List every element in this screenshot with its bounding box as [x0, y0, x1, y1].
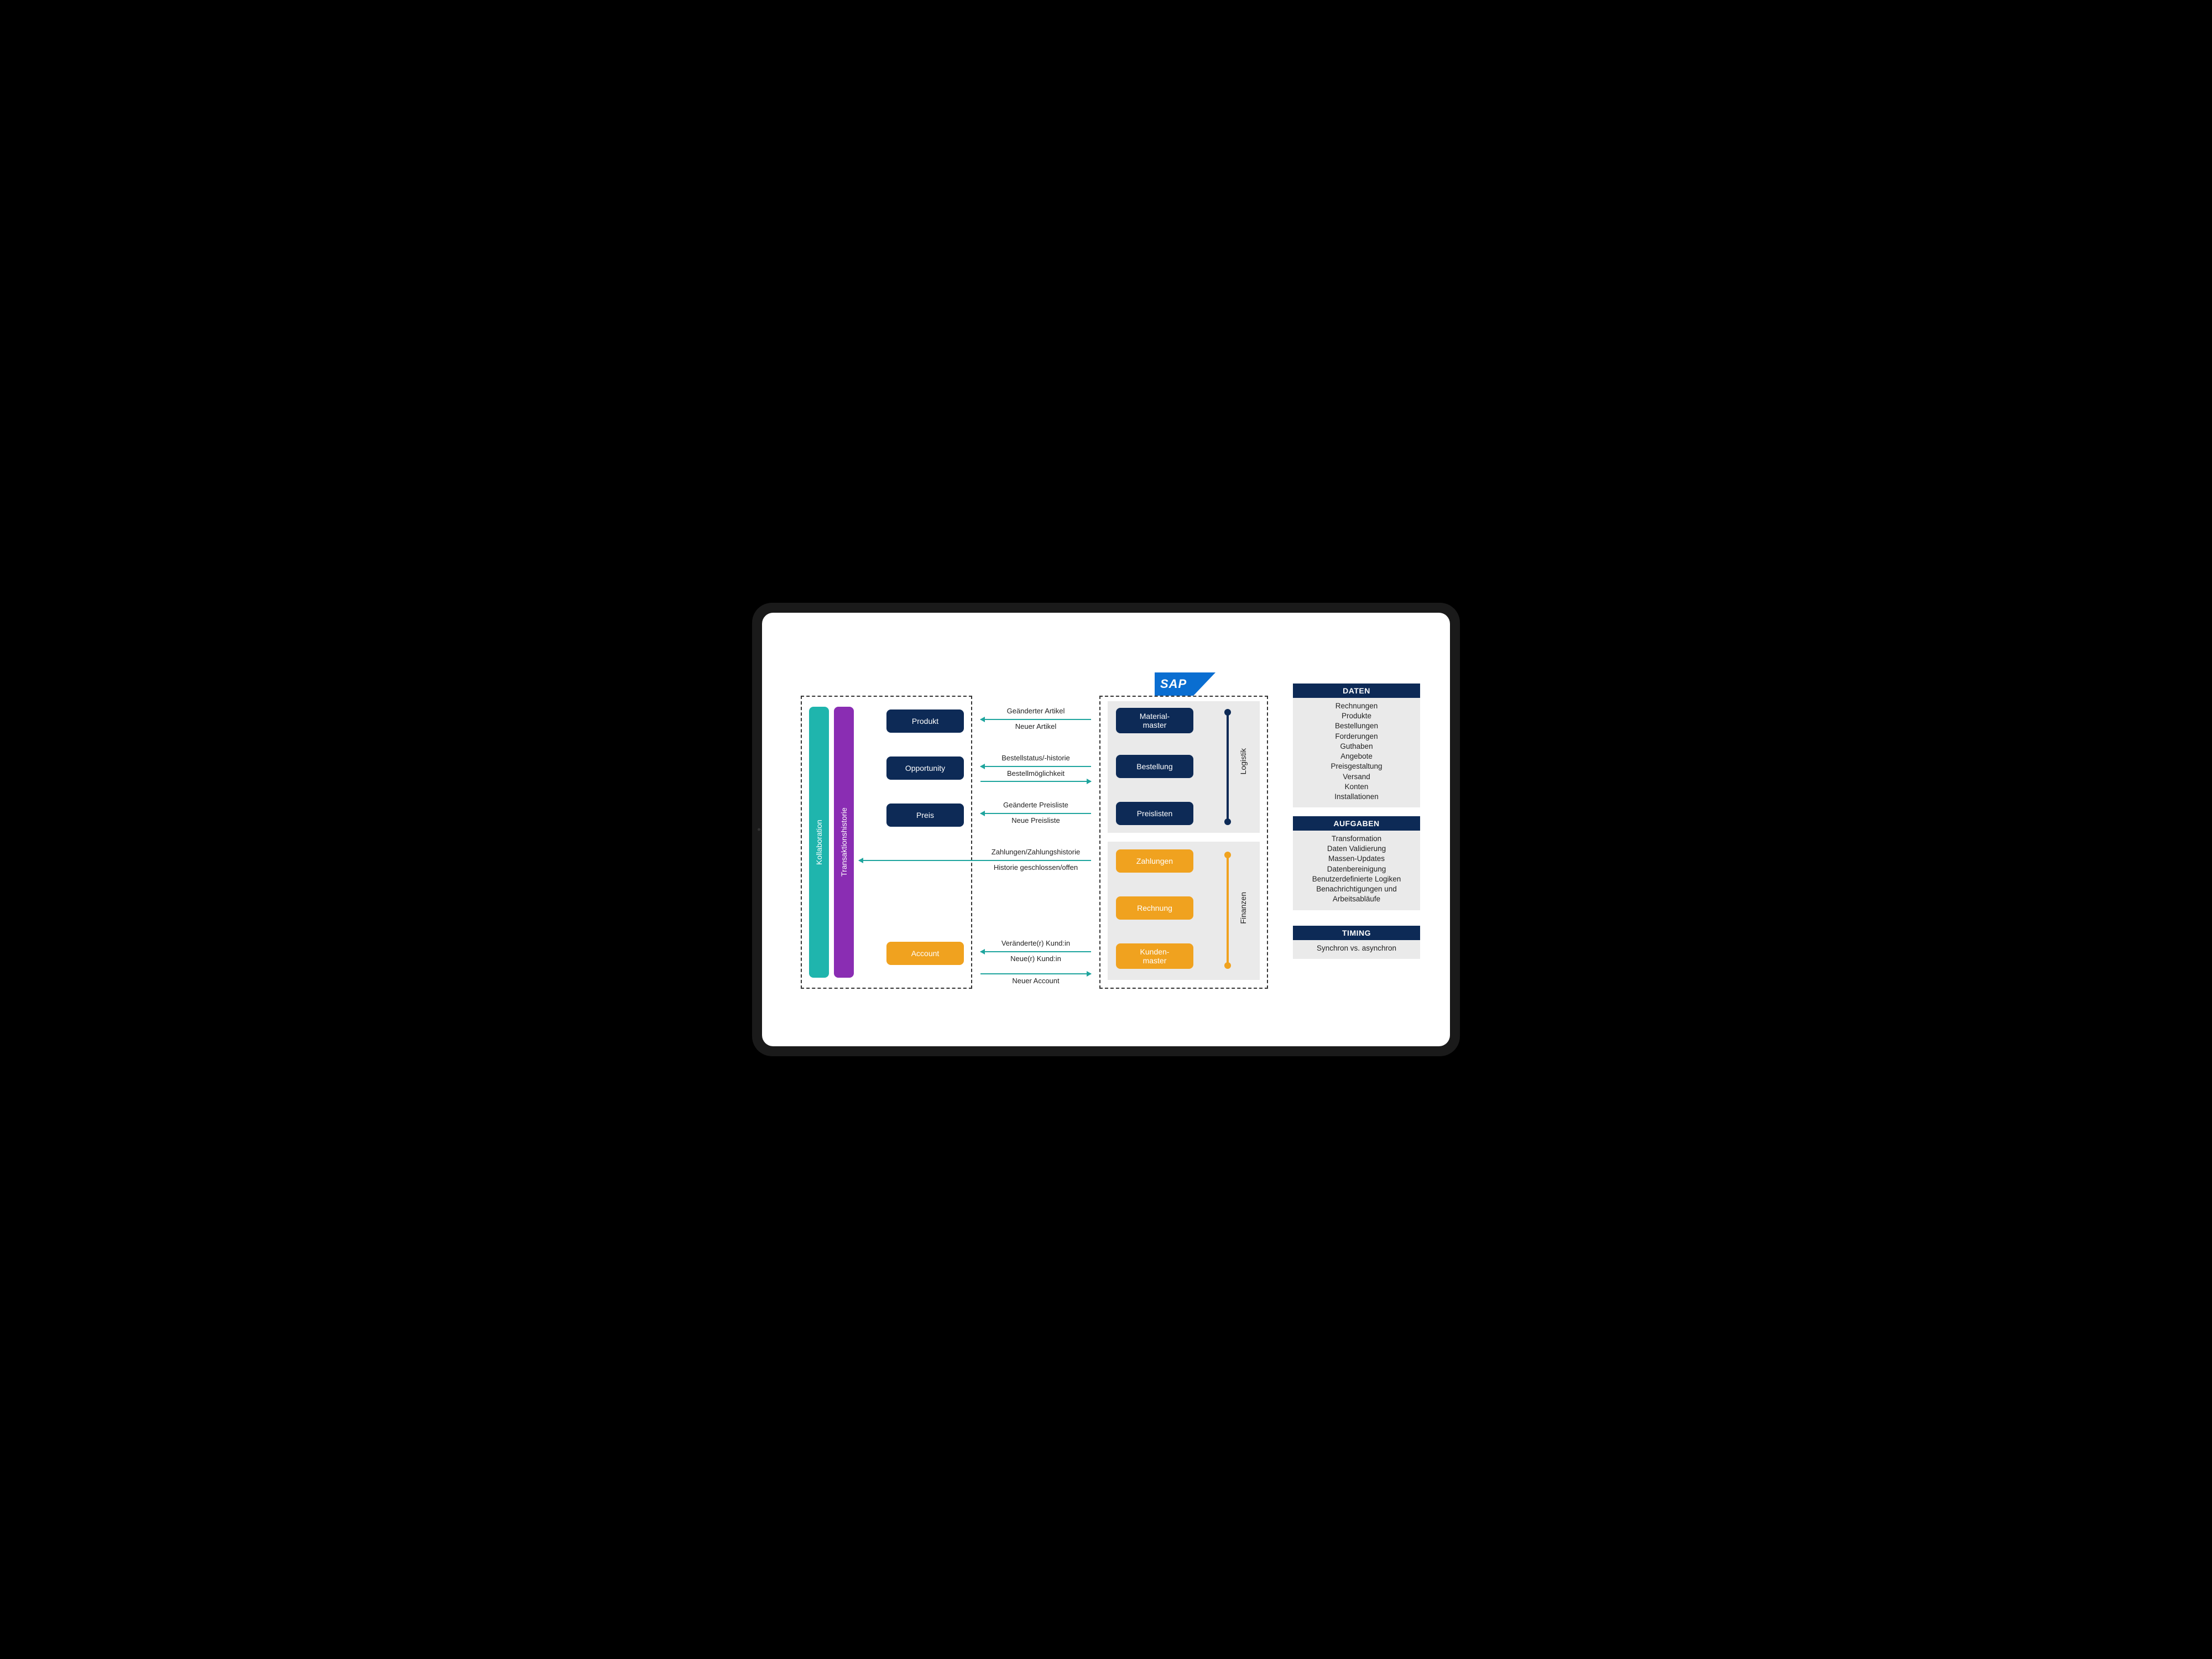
aufgaben-panel-body: TransformationDaten ValidierungMassen-Up…: [1293, 831, 1420, 910]
logistik-label: Logistik: [1239, 748, 1248, 774]
logistik-bracket-icon: [1227, 712, 1229, 822]
tablet-frame: Kollaboration Transaktionshistorie Produ…: [752, 603, 1460, 1056]
zahlungen-pill: Zahlungen: [1116, 849, 1193, 873]
rechnung-pill: Rechnung: [1116, 896, 1193, 920]
tablet-screen: Kollaboration Transaktionshistorie Produ…: [762, 613, 1450, 1046]
tablet-camera-icon: [758, 828, 760, 831]
flow-label: Neuer Account: [980, 977, 1091, 985]
daten-panel: DATEN RechnungenProdukteBestellungenFord…: [1293, 684, 1420, 807]
arrow-left-icon: [980, 951, 1091, 952]
integration-diagram: Kollaboration Transaktionshistorie Produ…: [762, 613, 1450, 1046]
timing-panel-body: Synchron vs. asynchron: [1293, 940, 1420, 959]
flow-label: Zahlungen/Zahlungshistorie: [980, 848, 1091, 856]
bestellung-pill: Bestellung: [1116, 755, 1193, 778]
materialmaster-pill: Material- master: [1116, 708, 1193, 733]
daten-panel-body: RechnungenProdukteBestellungenForderunge…: [1293, 698, 1420, 807]
timing-panel: TIMING Synchron vs. asynchron: [1293, 926, 1420, 959]
flow-label: Neue Preisliste: [980, 816, 1091, 825]
account-pill: Account: [886, 942, 964, 965]
finanzen-label: Finanzen: [1239, 892, 1248, 924]
arrow-left-icon: [980, 766, 1091, 767]
flow-label: Historie geschlossen/offen: [980, 863, 1091, 872]
transaction-history-bar: Transaktionshistorie: [834, 707, 854, 978]
arrow-left-icon: [859, 860, 1091, 861]
arrow-right-icon: [980, 781, 1091, 782]
opportunity-pill: Opportunity: [886, 757, 964, 780]
aufgaben-panel: AUFGABEN TransformationDaten Validierung…: [1293, 816, 1420, 910]
preis-pill: Preis: [886, 804, 964, 827]
aufgaben-panel-title: AUFGABEN: [1293, 816, 1420, 831]
preislisten-pill: Preislisten: [1116, 802, 1193, 825]
produkt-pill: Produkt: [886, 709, 964, 733]
flow-label: Geänderter Artikel: [980, 707, 1091, 715]
timing-panel-title: TIMING: [1293, 926, 1420, 940]
daten-panel-title: DATEN: [1293, 684, 1420, 698]
finanzen-bracket-icon: [1227, 855, 1229, 966]
collaboration-bar: Kollaboration: [809, 707, 829, 978]
flow-label: Bestellstatus/-historie: [980, 754, 1091, 762]
arrow-left-icon: [980, 719, 1091, 720]
arrow-left-icon: [980, 813, 1091, 814]
flow-label: Neue(r) Kund:in: [980, 954, 1091, 963]
flow-label: Geänderte Preisliste: [980, 801, 1091, 809]
flow-label: Neuer Artikel: [980, 722, 1091, 731]
flow-label: Veränderte(r) Kund:in: [980, 939, 1091, 947]
kundenmaster-pill: Kunden- master: [1116, 943, 1193, 969]
flow-label: Bestellmöglichkeit: [980, 769, 1091, 778]
arrow-right-icon: [980, 973, 1091, 974]
sap-logo-icon: SAP: [1155, 672, 1215, 696]
